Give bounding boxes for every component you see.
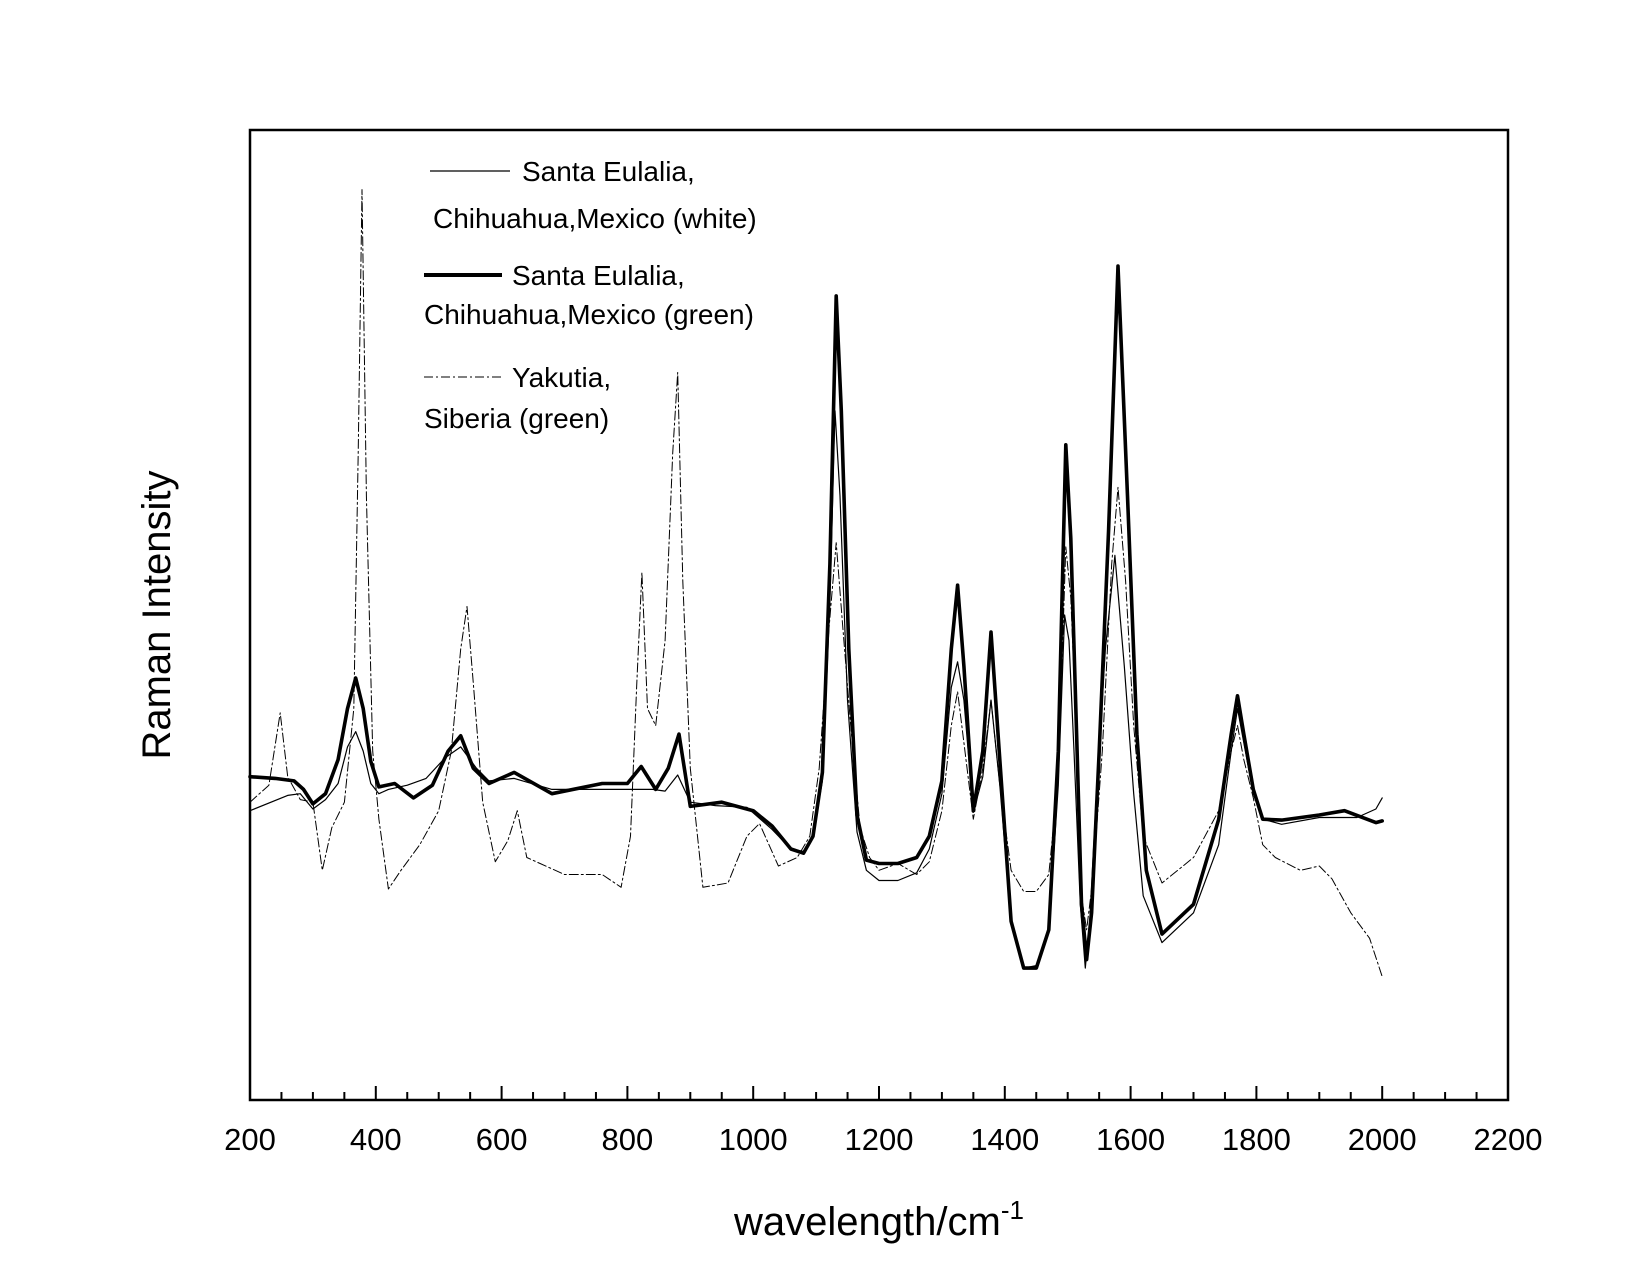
x-tick-label: 2200 bbox=[1474, 1122, 1543, 1157]
x-tick-label: 1400 bbox=[970, 1122, 1039, 1157]
legend-entry-white: Santa Eulalia, Chihuahua,Mexico (white) bbox=[430, 156, 757, 234]
x-tick-label: 1200 bbox=[845, 1122, 914, 1157]
x-tick-label: 1000 bbox=[719, 1122, 788, 1157]
series-line-0 bbox=[249, 410, 1383, 969]
legend-label-white-line1: Santa Eulalia, bbox=[522, 156, 695, 187]
legend-label-green-line1: Santa Eulalia, bbox=[512, 260, 685, 291]
legend-label-yakutia-line1: Yakutia, bbox=[512, 362, 611, 393]
legend: Santa Eulalia, Chihuahua,Mexico (white) … bbox=[424, 156, 757, 434]
y-axis-title: Raman Intensity bbox=[135, 470, 179, 759]
x-tick-label: 800 bbox=[602, 1122, 654, 1157]
series-line-1 bbox=[248, 264, 1384, 970]
legend-entry-yakutia: Yakutia, Siberia (green) bbox=[424, 362, 611, 434]
x-axis-tick-labels: 200 400 600 800 1000 1200 1400 1600 1800 2000 2200 bbox=[224, 1122, 1542, 1157]
series-layer bbox=[248, 189, 1384, 978]
x-axis-title-text: wavelength/cm bbox=[733, 1200, 1001, 1244]
x-tick-label: 2000 bbox=[1348, 1122, 1417, 1157]
x-axis-title-superscript: -1 bbox=[1001, 1195, 1024, 1225]
x-tick-label: 600 bbox=[476, 1122, 528, 1157]
x-axis-ticks bbox=[249, 1086, 1509, 1100]
x-axis-title: wavelength/cm-1 bbox=[733, 1195, 1024, 1244]
legend-label-white-line2: Chihuahua,Mexico (white) bbox=[433, 203, 757, 234]
legend-label-green-line2: Chihuahua,Mexico (green) bbox=[424, 299, 754, 330]
legend-label-yakutia-line2: Siberia (green) bbox=[424, 403, 609, 434]
x-tick-label: 1800 bbox=[1222, 1122, 1291, 1157]
x-tick-label: 1600 bbox=[1096, 1122, 1165, 1157]
series-line-2 bbox=[249, 189, 1383, 978]
x-tick-label: 400 bbox=[350, 1122, 402, 1157]
legend-entry-green: Santa Eulalia, Chihuahua,Mexico (green) bbox=[424, 260, 754, 330]
x-tick-label: 200 bbox=[224, 1122, 276, 1157]
